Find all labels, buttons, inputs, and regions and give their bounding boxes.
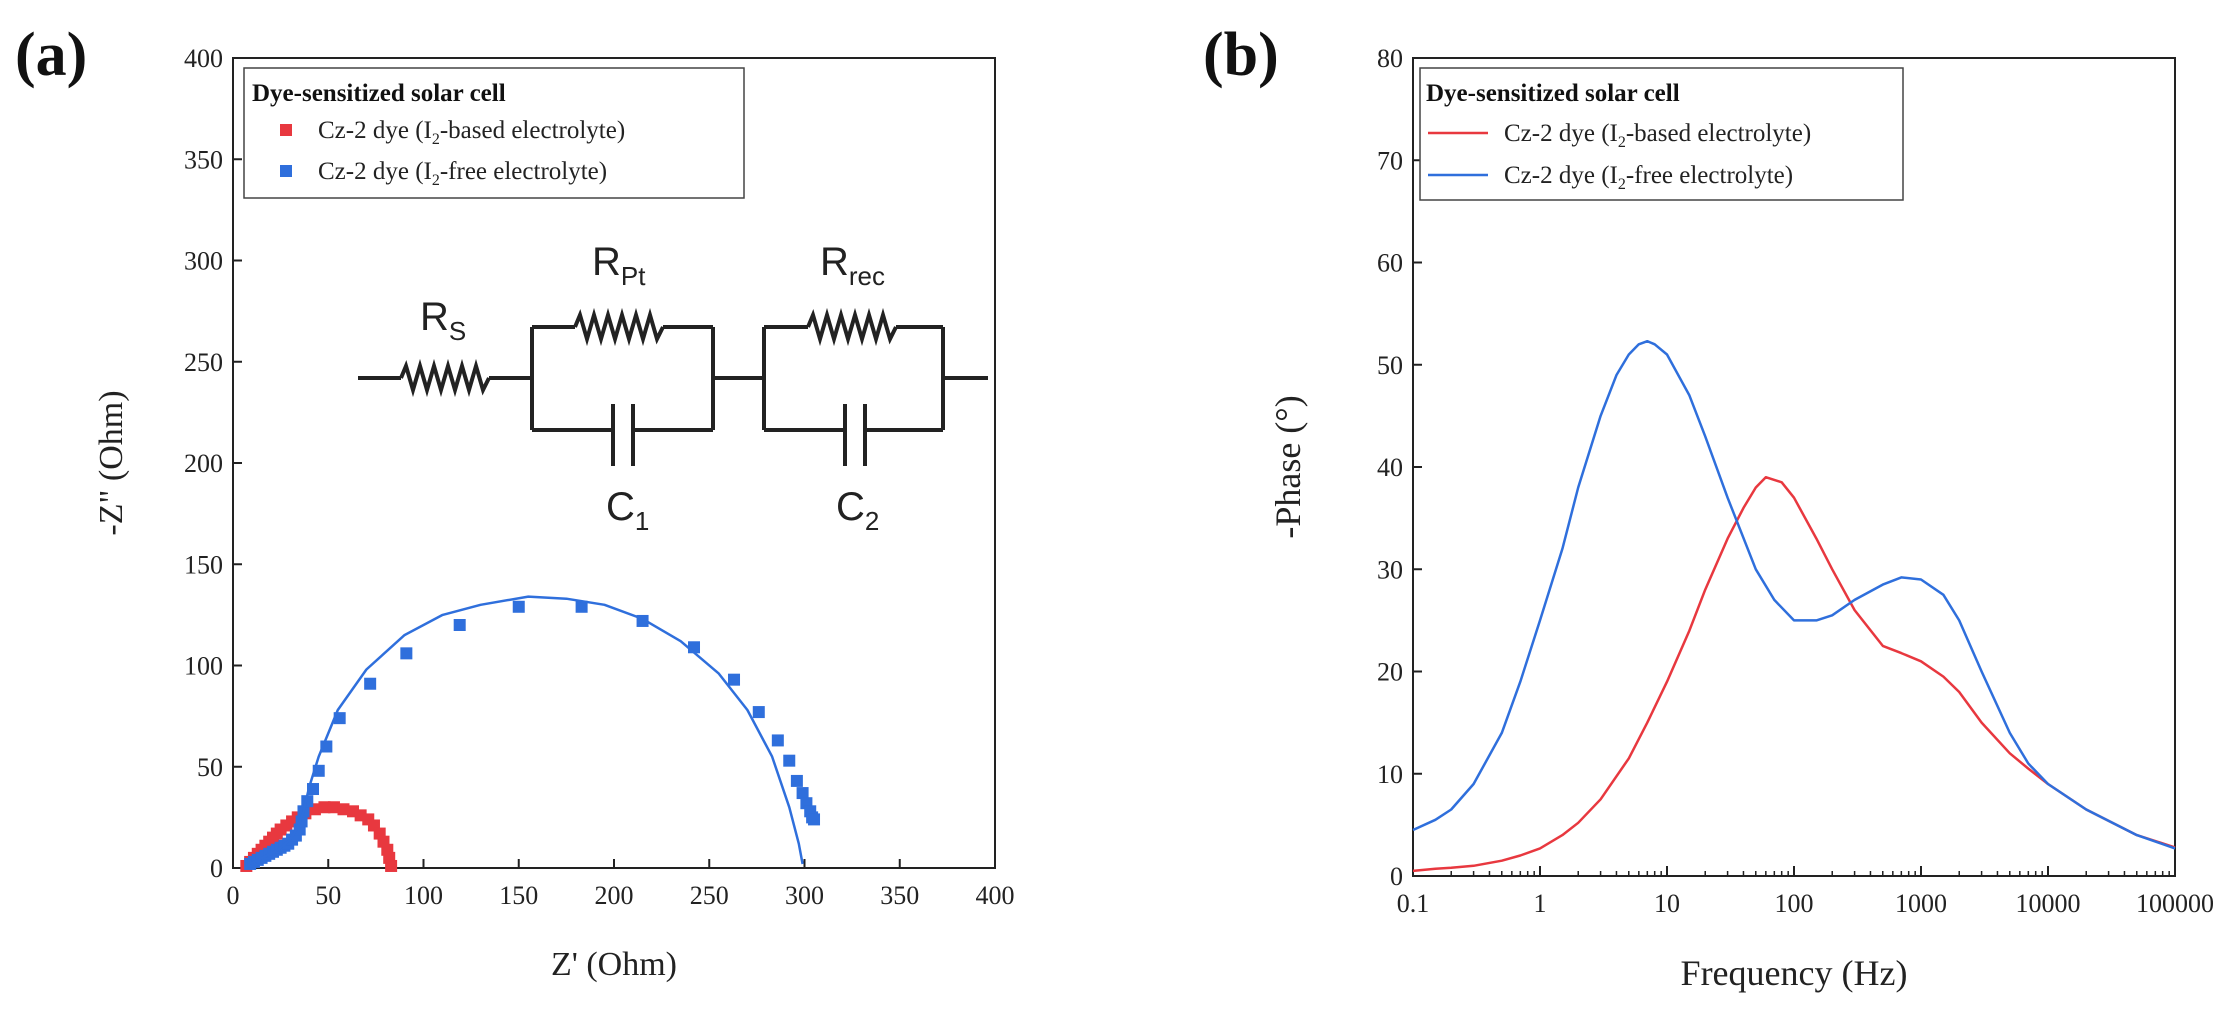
a-x-tick-label: 350 (880, 881, 919, 910)
a-x-tick-label: 250 (690, 881, 729, 910)
a-x-tick-label: 150 (499, 881, 538, 910)
b-y-tick-label: 70 (1377, 146, 1403, 175)
b-legend-title: Dye-sensitized solar cell (1426, 80, 1680, 107)
a-legend-marker-red (280, 124, 292, 136)
a-data-point-blue (790, 774, 803, 787)
b-legend-item-blue: Cz-2 dye (I2-free electrolyte) (1504, 162, 1793, 193)
b-legend: Dye-sensitized solar cell Cz-2 dye (I2-b… (1419, 67, 1904, 201)
a-data-point-blue (575, 600, 588, 613)
a-data-point-blue (400, 647, 413, 660)
b-y-tick-label: 50 (1377, 351, 1403, 380)
b-x-axis-label: Frequency (Hz) (1681, 953, 1908, 993)
a-data-point-blue (453, 619, 466, 631)
panel-b-bode-plot: (b) 0 10 20 30 40 50 60 70 80 0.1 1 10 100 1000 10000… (1203, 21, 2214, 993)
a-data-point-red (318, 801, 331, 814)
b-y-axis-label: -Phase (°) (1268, 395, 1308, 538)
a-x-axis-label: Z' (Ohm) (551, 946, 677, 983)
a-x-tick-label: 0 (227, 881, 240, 910)
a-y-ticks: 0 50 100 150 200 250 300 350 400 (184, 44, 242, 883)
resistor-rpt (573, 307, 665, 347)
b-x-tick-label: 100000 (2136, 889, 2214, 918)
b-y-ticks: 0 10 20 30 40 50 60 70 80 (1377, 44, 1422, 891)
b-y-tick-label: 20 (1377, 658, 1403, 687)
b-legend-item-red: Cz-2 dye (I2-based electrolyte) (1504, 120, 1811, 151)
label-rrec: Rrec (820, 240, 885, 291)
a-x-tick-label: 300 (785, 881, 824, 910)
a-y-tick-label: 0 (210, 854, 223, 883)
a-data-point-red (337, 803, 350, 816)
b-data-layer (1412, 339, 2176, 873)
a-data-point-blue (728, 673, 741, 686)
b-y-tick-label: 30 (1377, 555, 1403, 584)
resistor-rs (399, 358, 491, 398)
a-y-axis-label: -Z" (Ohm) (93, 390, 130, 535)
a-y-tick-label: 200 (184, 449, 223, 478)
a-legend-box (243, 67, 745, 199)
label-rpt: RPt (592, 240, 646, 291)
b-y-tick-label: 60 (1377, 249, 1403, 278)
a-x-tick-label: 200 (595, 881, 634, 910)
b-x-tick-label: 1 (1534, 889, 1547, 918)
b-x-tick-label: 1000 (1895, 889, 1947, 918)
a-x-tick-label: 50 (315, 881, 341, 910)
a-data-point-red (327, 801, 340, 814)
a-y-tick-label: 250 (184, 348, 223, 377)
a-data-layer (240, 595, 821, 872)
label-rs: RS (420, 295, 466, 346)
a-data-point-blue (808, 813, 821, 826)
a-y-tick-label: 50 (197, 753, 223, 782)
a-legend-item-red: Cz-2 dye (I2-based electrolyte) (318, 117, 625, 148)
a-y-tick-label: 300 (184, 247, 223, 276)
a-data-point-blue (364, 677, 377, 690)
b-legend-box (1419, 67, 1904, 201)
panel-a-nyquist-plot: (a) 0 50 100 150 200 250 300 350 400 0 50 100 150 20… (15, 21, 1015, 983)
a-legend-marker-blue (280, 165, 292, 177)
a-data-point-blue (783, 754, 796, 767)
a-x-tick-label: 400 (976, 881, 1015, 910)
equivalent-circuit (358, 307, 988, 466)
a-data-point-blue (752, 706, 765, 719)
label-c1: C1 (606, 485, 649, 536)
a-legend-title: Dye-sensitized solar cell (252, 80, 506, 107)
label-c2: C2 (836, 485, 879, 536)
b-series-line-red (1412, 475, 2176, 873)
a-legend-item-blue: Cz-2 dye (I2-free electrolyte) (318, 158, 607, 189)
b-y-tick-label: 10 (1377, 760, 1403, 789)
panel-b-label: (b) (1203, 21, 1279, 89)
b-y-tick-label: 40 (1377, 453, 1403, 482)
panel-a-label: (a) (15, 21, 87, 89)
resistor-rrec (806, 307, 898, 347)
b-x-tick-label: 100 (1775, 889, 1814, 918)
a-data-point-blue (512, 600, 525, 613)
a-y-tick-label: 400 (184, 44, 223, 73)
a-fit-line (249, 595, 804, 866)
b-x-ticks: 0.1 1 10 100 1000 10000 100000 (1397, 866, 2214, 918)
a-x-ticks: 0 50 100 150 200 250 300 350 400 (227, 859, 1015, 910)
a-data-point-blue (771, 734, 784, 747)
a-legend: Dye-sensitized solar cell Cz-2 dye (I2-b… (243, 67, 745, 199)
b-y-tick-label: 80 (1377, 44, 1403, 73)
a-x-tick-label: 100 (404, 881, 443, 910)
b-y-tick-label: 0 (1390, 862, 1403, 891)
a-data-point-blue (796, 787, 809, 800)
b-x-tick-label: 10 (1654, 889, 1680, 918)
a-y-tick-label: 150 (184, 550, 223, 579)
a-data-point-red (385, 859, 398, 872)
b-x-tick-label: 0.1 (1397, 889, 1430, 918)
a-y-tick-label: 350 (184, 145, 223, 174)
a-y-tick-label: 100 (184, 652, 223, 681)
b-x-tick-label: 10000 (2016, 889, 2081, 918)
b-series-line-blue (1412, 339, 2176, 850)
